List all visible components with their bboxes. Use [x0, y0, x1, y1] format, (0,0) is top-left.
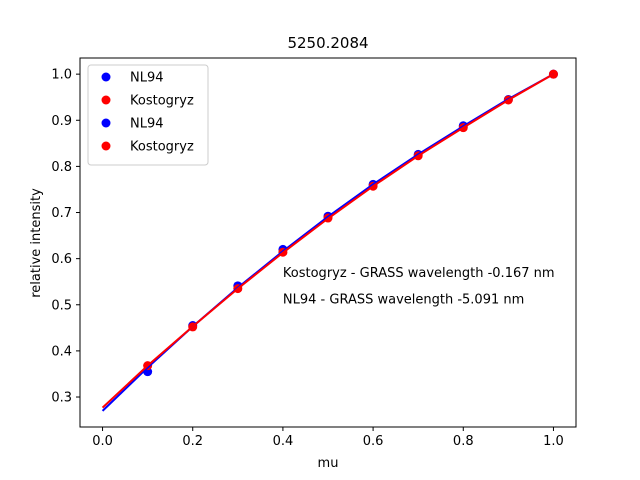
legend-marker [101, 141, 111, 151]
x-tick-label: 0.2 [182, 434, 203, 449]
series-line-kostogryz [101, 73, 554, 409]
legend-label: Kostogryz [130, 140, 194, 155]
y-tick-label: 0.6 [51, 252, 72, 267]
legend: NL94 Kostogryz NL94 Kostogryz [87, 64, 209, 166]
legend-marker [101, 118, 111, 128]
legend-box [87, 64, 209, 166]
y-axis-label: relative intensity [29, 188, 44, 298]
x-tick-label: 0.8 [453, 434, 474, 449]
annotation-text: Kostogryz - GRASS wavelength -0.167 nm [283, 266, 555, 281]
plot-area: 0.0 0.2 0.4 0.6 0.8 1.0 0.3 0.4 0.5 0.6 0.7 0.8 0.9 1… [51, 57, 577, 449]
legend-marker [101, 72, 111, 82]
y-tick-label: 0.5 [51, 298, 72, 313]
legend-label: Kostogryz [130, 94, 194, 109]
y-tick-label: 0.7 [51, 206, 72, 221]
y-tick-label: 1.0 [51, 68, 72, 83]
y-tick-label: 0.3 [51, 391, 72, 406]
y-tick-label: 0.9 [51, 114, 72, 129]
axes-frame [79, 57, 577, 428]
x-tick-label: 0.6 [363, 434, 384, 449]
x-tick-label: 1.0 [543, 434, 564, 449]
y-tick-label: 0.8 [51, 160, 72, 175]
legend-marker [101, 95, 111, 105]
y-tick-label: 0.4 [51, 344, 72, 359]
legend-label: NL94 [130, 71, 164, 86]
chart-title: 5250.2084 [287, 34, 368, 52]
x-tick-label: 0.4 [273, 434, 294, 449]
x-axis-label: mu [318, 456, 339, 471]
legend-label: NL94 [130, 117, 164, 132]
x-tick-label: 0.0 [92, 434, 113, 449]
annotation-text: NL94 - GRASS wavelength -5.091 nm [283, 292, 524, 307]
